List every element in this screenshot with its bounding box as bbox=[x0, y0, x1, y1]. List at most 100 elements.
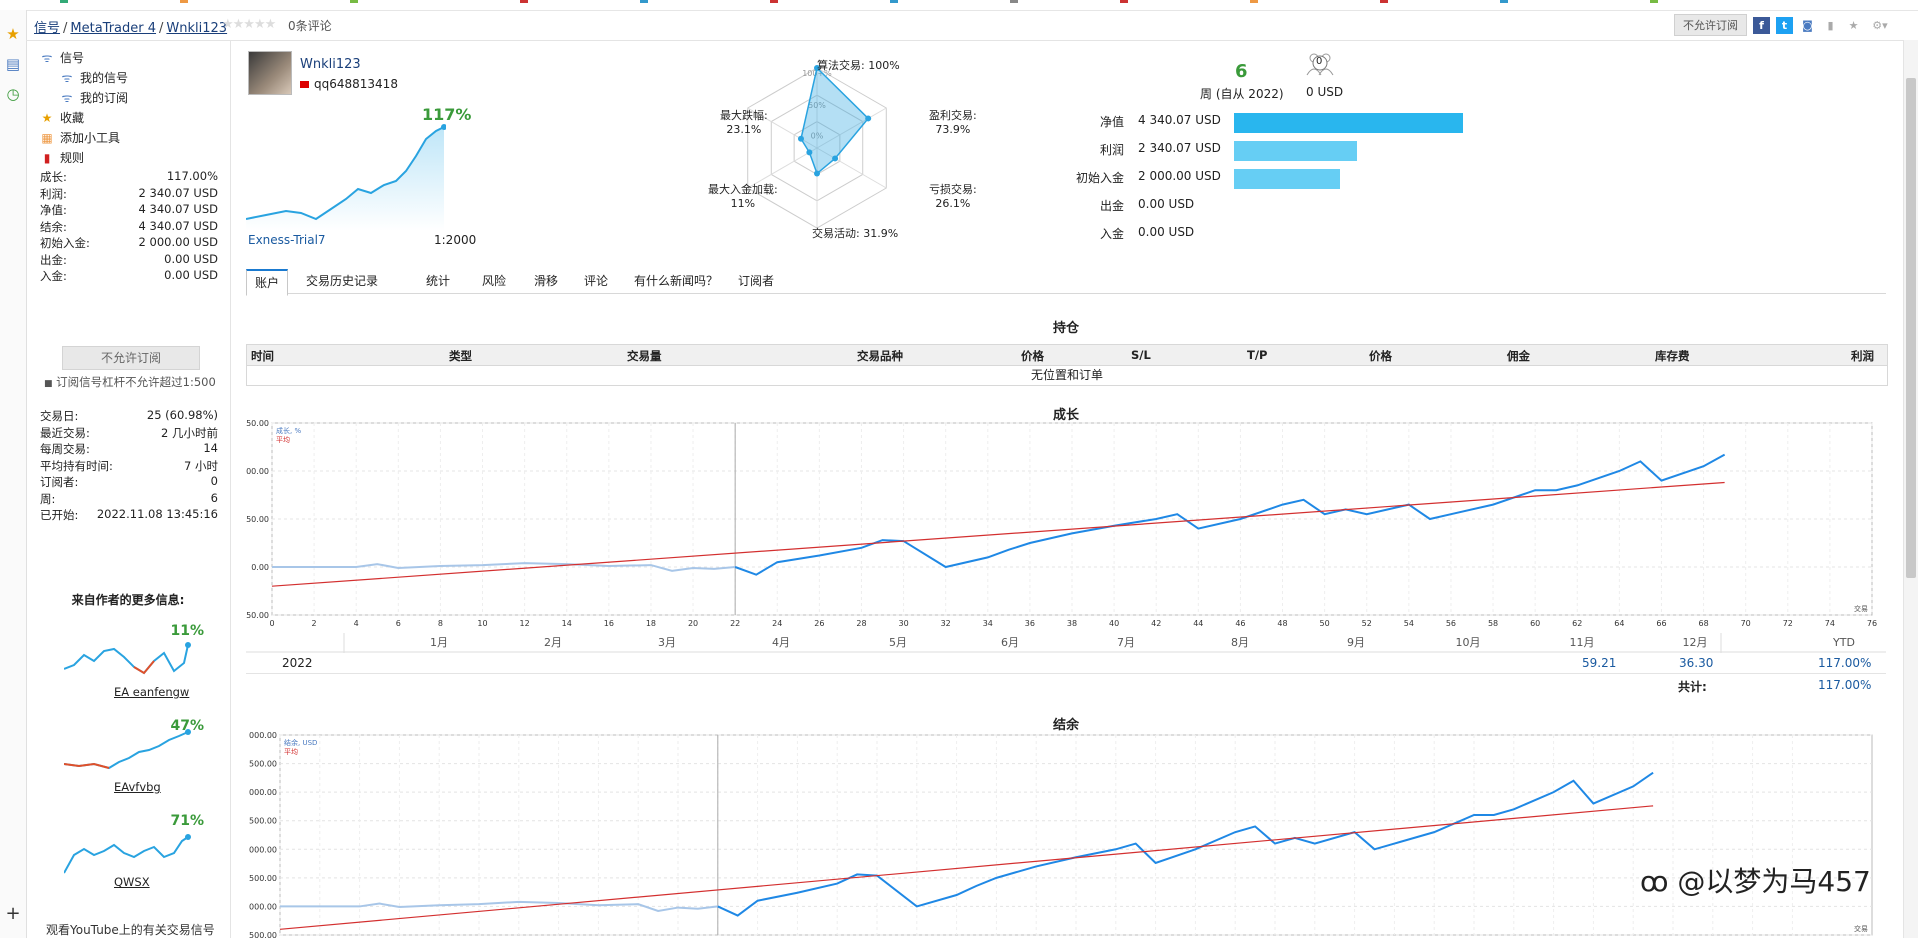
y-tick: 4 500.00 bbox=[246, 760, 277, 769]
money-bar-value: 0.00 USD bbox=[1138, 225, 1195, 239]
month-label: 8月 bbox=[1231, 636, 1249, 649]
signal-name[interactable]: Wnkli123 bbox=[300, 57, 361, 72]
sidebar-item-rules[interactable]: ▮ 规则 bbox=[40, 149, 84, 166]
trash-icon[interactable]: ▮ bbox=[1827, 18, 1834, 32]
tab-1[interactable]: 交易历史记录 bbox=[306, 274, 379, 288]
positions-col[interactable]: 价格 bbox=[1369, 349, 1392, 363]
breadcrumb-signals[interactable]: 信号 bbox=[34, 21, 61, 36]
positions-col[interactable]: S/L bbox=[1131, 348, 1151, 362]
avatar[interactable] bbox=[248, 51, 292, 95]
positions-col[interactable]: 价格 bbox=[1021, 349, 1044, 363]
radar-point bbox=[814, 65, 820, 71]
youtube-link[interactable]: 观看YouTube上的有关交易信号 bbox=[46, 923, 215, 937]
stat-label: 交易日: bbox=[40, 409, 79, 423]
book-icon[interactable]: ▤ bbox=[5, 55, 21, 73]
series-line-history bbox=[272, 562, 736, 572]
tab-7[interactable]: 订阅者 bbox=[738, 274, 775, 288]
star-icon: ★ bbox=[41, 111, 53, 125]
tab-2[interactable]: 统计 bbox=[426, 274, 451, 288]
legend-average: 平均 bbox=[276, 435, 290, 444]
broker-account[interactable]: Exness-Trial7 bbox=[248, 233, 326, 247]
stat-value: 2022.11.08 13:45:16 bbox=[96, 507, 218, 521]
tab-0[interactable]: 账户 bbox=[246, 269, 289, 296]
left-rail: ★ ▤ ◷ + bbox=[0, 10, 27, 938]
star-icon[interactable]: ★ bbox=[6, 25, 20, 43]
positions-col[interactable]: 库存费 bbox=[1655, 349, 1690, 363]
y-tick: 2 500.00 bbox=[246, 874, 277, 883]
radar-label-name: 最大入金加载 bbox=[708, 183, 774, 196]
x-tick: 42 bbox=[1151, 619, 1161, 628]
twitter-icon[interactable]: t bbox=[1776, 16, 1793, 34]
info-icon: ■ bbox=[44, 379, 53, 389]
radar-label-value: 73.9% bbox=[935, 123, 971, 136]
breadcrumb-mt4[interactable]: MetaTrader 4 bbox=[70, 21, 157, 36]
x-tick: 40 bbox=[1109, 619, 1119, 628]
tab-5[interactable]: 评论 bbox=[584, 274, 609, 288]
rating-stars[interactable]: ★★★★★ bbox=[222, 17, 276, 32]
author-signal-name[interactable]: EA eanfengw bbox=[114, 685, 190, 699]
sidebar-item-signals[interactable]: ᯤ 信号 bbox=[40, 49, 85, 66]
radar-label-name: 交易活动 bbox=[812, 227, 856, 240]
sidebar-item-my-subscriptions[interactable]: ᯤ 我的订阅 bbox=[60, 89, 129, 106]
x-tick: 26 bbox=[814, 619, 824, 628]
header-no-subscribe-button[interactable]: 不允许订阅 bbox=[1674, 14, 1747, 36]
tab-3[interactable]: 风险 bbox=[482, 274, 507, 288]
author-signal-card[interactable]: 71% QWSX bbox=[64, 813, 214, 889]
stat-label: 订阅者: bbox=[40, 475, 79, 489]
month-axis: 1月 2月 3月 4月 5月 6月 7月 8月 9月 10月 11月 12月 YTD bbox=[246, 633, 1886, 653]
author-signal-name[interactable]: QWSX bbox=[114, 875, 150, 889]
legend-average: 平均 bbox=[284, 747, 298, 756]
author-signal-growth: 11% bbox=[170, 623, 204, 639]
radar-chart: 100+% 50% 0% bbox=[747, 65, 887, 229]
add-icon[interactable]: + bbox=[5, 903, 21, 924]
x-tick: 24 bbox=[772, 619, 782, 628]
tab-6[interactable]: 有什么新闻吗？ bbox=[634, 274, 719, 288]
stat-value: 4 340.07 USD bbox=[138, 218, 218, 233]
x-tick: 20 bbox=[688, 619, 698, 628]
sidebar-item-favorites[interactable]: ★ 收藏 bbox=[40, 109, 84, 126]
radar-point bbox=[832, 155, 839, 162]
x-tick: 54 bbox=[1404, 619, 1414, 628]
sidebar-item-my-signals[interactable]: ᯤ 我的信号 bbox=[60, 69, 129, 86]
review-count[interactable]: 0条评论 bbox=[288, 19, 332, 33]
author-signal-card[interactable]: 47% EAvfvbg bbox=[64, 718, 214, 794]
tab-4[interactable]: 滑移 bbox=[534, 274, 559, 288]
year-row: 2022 59.21 36.30 117.00% bbox=[246, 653, 1886, 674]
sparkline-line bbox=[64, 836, 189, 874]
radar-label: 最大入金加载: 11% bbox=[708, 183, 778, 210]
author-signal-name[interactable]: EAvfvbg bbox=[114, 780, 161, 794]
chart-corner-label: 交易 bbox=[1854, 924, 1868, 933]
gear-icon[interactable]: ⚙▾ bbox=[1872, 18, 1888, 32]
clock-icon[interactable]: ◷ bbox=[6, 85, 20, 103]
favorite-star-icon[interactable]: ★ bbox=[1848, 18, 1859, 32]
positions-col[interactable]: T/P bbox=[1247, 348, 1268, 362]
sidebar-item-label: 规则 bbox=[60, 151, 85, 165]
positions-col[interactable]: 利润 bbox=[1851, 349, 1874, 363]
positions-col[interactable]: 交易量 bbox=[627, 349, 662, 363]
author-signal-card[interactable]: 11% EA eanfengw bbox=[64, 623, 214, 699]
radar-label-value: 23.1% bbox=[726, 123, 762, 136]
positions-col[interactable]: 时间 bbox=[251, 349, 274, 363]
scrollbar[interactable] bbox=[1903, 40, 1918, 938]
positions-col[interactable]: 类型 bbox=[449, 349, 472, 363]
subscribe-disabled-button[interactable]: 不允许订阅 bbox=[62, 346, 200, 370]
sidebar-item-add-widget[interactable]: ▦ 添加小工具 bbox=[40, 129, 120, 146]
x-tick: 56 bbox=[1446, 619, 1456, 628]
ytd-value: 117.00% bbox=[1818, 656, 1872, 670]
scrollbar-thumb[interactable] bbox=[1906, 78, 1916, 578]
x-tick: 62 bbox=[1572, 619, 1582, 628]
breadcrumb-signal-name[interactable]: Wnkli123 bbox=[166, 21, 228, 36]
header-actions: 不允许订阅 f t ◙ ▮ ★ ⚙▾ bbox=[1674, 14, 1892, 36]
x-tick: 46 bbox=[1235, 619, 1245, 628]
radar-label-name: 算法交易 bbox=[817, 59, 861, 72]
positions-col[interactable]: 交易品种 bbox=[857, 349, 903, 363]
legend-series: 结余, USD bbox=[284, 738, 317, 747]
chat-icon[interactable]: ◙ bbox=[1802, 18, 1813, 32]
positions-col[interactable]: 佣金 bbox=[1507, 349, 1530, 363]
facebook-icon[interactable]: f bbox=[1753, 16, 1770, 34]
balance-chart-title: 结余 bbox=[1052, 718, 1079, 733]
stat-value: 25 (60.98%) bbox=[146, 408, 218, 422]
stat-value: 117.00% bbox=[166, 169, 218, 183]
stat-label: 成长: bbox=[40, 170, 67, 184]
stat-label: 净值: bbox=[40, 203, 67, 217]
